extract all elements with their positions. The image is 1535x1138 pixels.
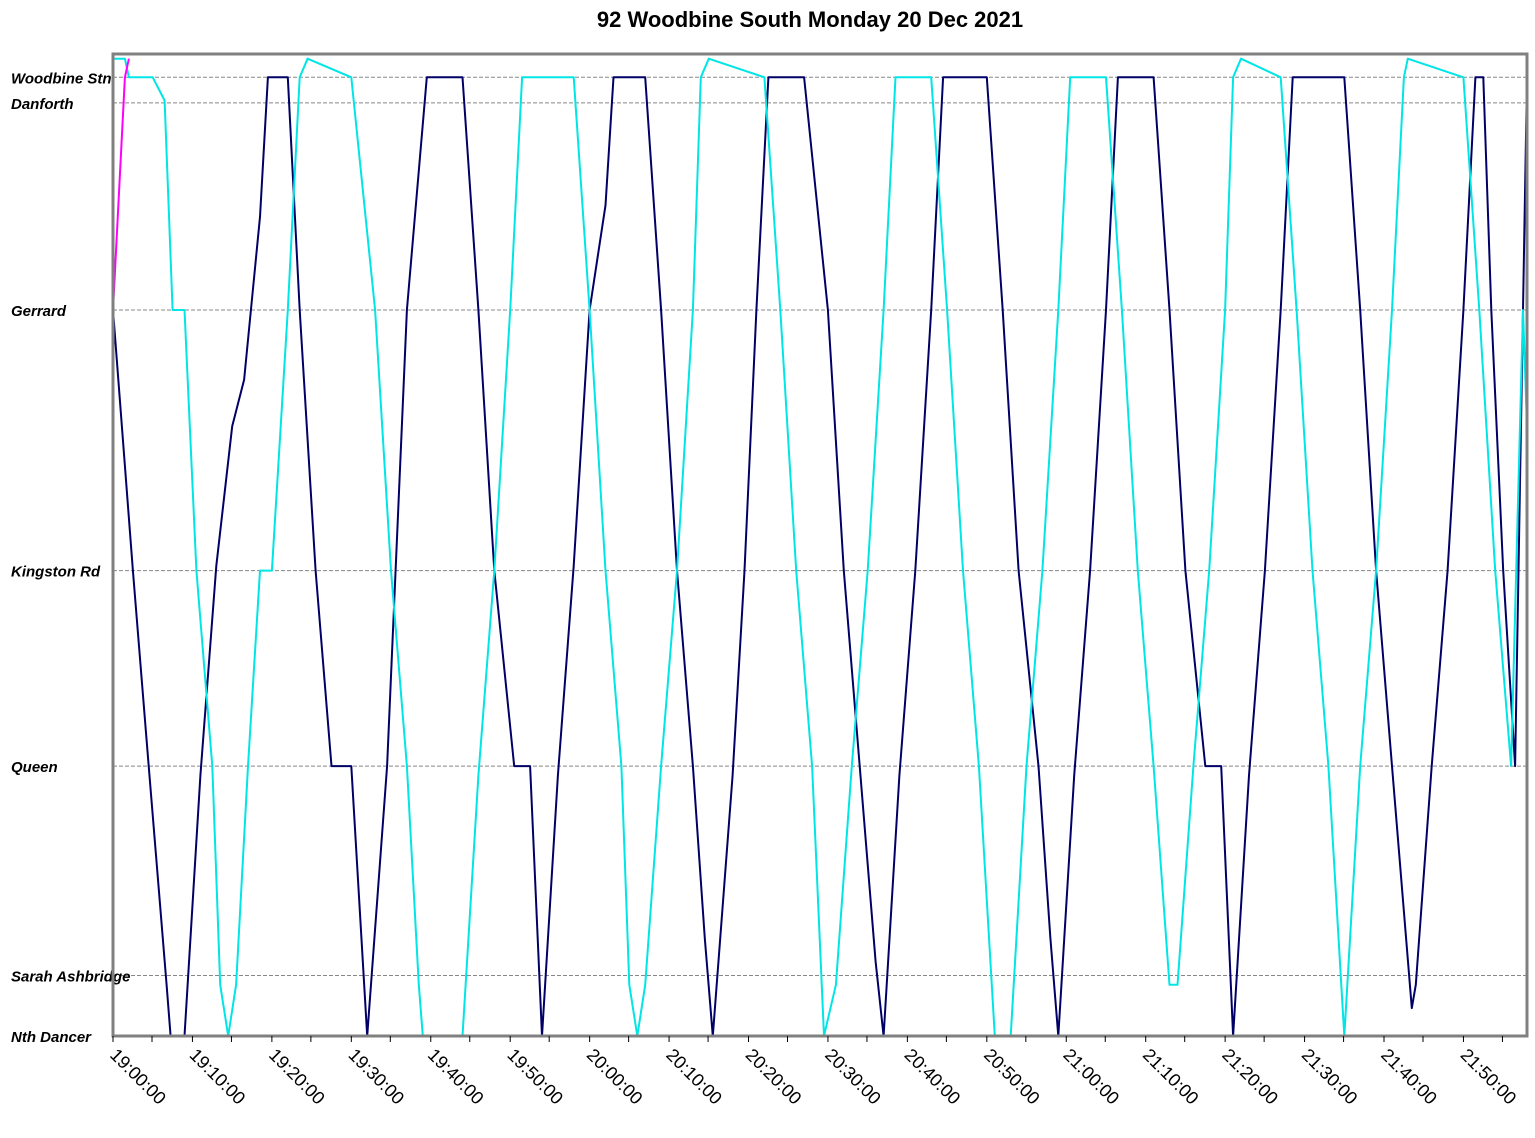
x-tick-label: 19:00:00 [106,1045,170,1109]
x-tick-label: 20:10:00 [662,1045,726,1109]
x-tick-label: 19:30:00 [344,1045,408,1109]
x-tick-label: 19:10:00 [186,1045,250,1109]
stop-label-woodbine-stn: Woodbine Stn [11,70,112,87]
stop-label-danforth: Danforth [11,96,74,113]
stop-label-kingston-rd: Kingston Rd [11,564,101,581]
series-lines [112,57,1528,1037]
stop-label-gerrard: Gerrard [11,303,67,320]
x-tick-label: 19:20:00 [265,1045,329,1109]
x-tick-label: 21:50:00 [1457,1045,1521,1109]
series-line-0 [112,76,1528,1037]
x-tick-label: 20:40:00 [901,1045,965,1109]
x-axis-ticks: 19:00:00 19:10:00 19:20:00 19:30:00 19:40:00… [106,1036,1520,1108]
stop-label-nth-dancer: Nth Dancer [11,1029,92,1046]
x-tick-label: 20:00:00 [583,1045,647,1109]
gridlines [113,76,1527,1037]
x-tick-label: 21:20:00 [1218,1045,1282,1109]
chart-title: 92 Woodbine South Monday 20 Dec 2021 [597,7,1023,32]
x-tick-label: 20:30:00 [821,1045,885,1109]
x-tick-label: 21:10:00 [1139,1045,1203,1109]
x-tick-label: 21:00:00 [1059,1045,1123,1109]
series-line-2 [112,58,130,311]
stop-label-sarah-ashbridge: Sarah Ashbridge [11,968,130,985]
plot-frame [111,52,1529,1038]
x-tick-label: 20:20:00 [742,1045,806,1109]
stop-label-queen: Queen [11,759,58,776]
x-tick-label: 21:30:00 [1298,1045,1362,1109]
x-tick-label: 21:40:00 [1377,1045,1441,1109]
x-tick-label: 19:40:00 [424,1045,488,1109]
x-tick-label: 19:50:00 [503,1045,567,1109]
series-line-1 [113,57,1528,1037]
x-tick-label: 20:50:00 [980,1045,1044,1109]
stop-labels: Woodbine Stn Danforth Gerrard Kingston Rd Qu… [11,70,130,1046]
